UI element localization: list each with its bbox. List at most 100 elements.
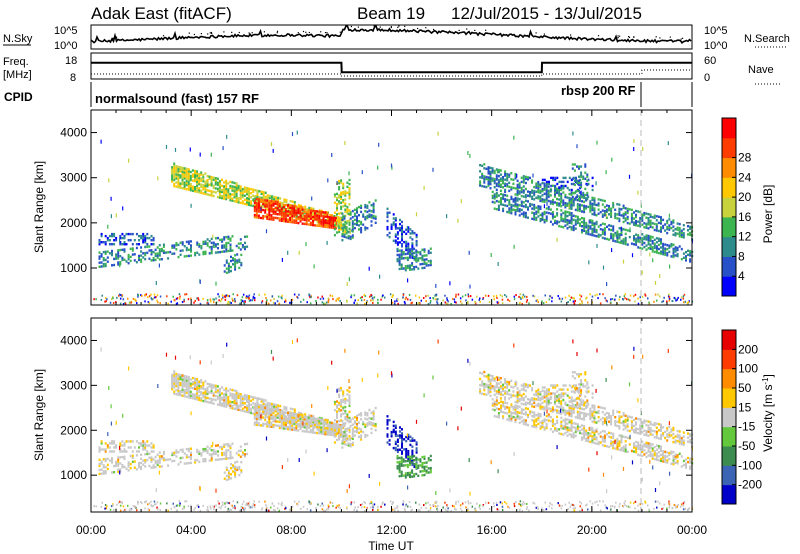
power-cell bbox=[601, 228, 604, 231]
power-cell bbox=[647, 247, 650, 250]
velocity-cell bbox=[237, 408, 240, 411]
power-cell bbox=[227, 194, 230, 197]
power-cell bbox=[593, 203, 596, 206]
beam-label: Beam 19 bbox=[357, 4, 425, 23]
power-cell bbox=[280, 219, 283, 222]
power-cell bbox=[337, 216, 340, 219]
power-cell bbox=[641, 239, 644, 242]
power-cell bbox=[218, 188, 221, 191]
power-cell bbox=[402, 251, 405, 254]
power-cell bbox=[514, 205, 517, 208]
velocity-cell bbox=[196, 450, 199, 454]
power-cell bbox=[620, 233, 623, 236]
power-cell bbox=[654, 280, 657, 285]
power-cell bbox=[239, 187, 242, 190]
power-cell bbox=[235, 182, 238, 185]
power-cell bbox=[241, 189, 244, 193]
velocity-cell bbox=[348, 390, 351, 393]
velocity-cell bbox=[336, 420, 338, 423]
power-cell bbox=[510, 212, 513, 215]
power-cell bbox=[338, 179, 341, 183]
power-cell bbox=[649, 223, 652, 226]
velocity-cell bbox=[208, 447, 211, 450]
power-cell bbox=[394, 300, 396, 303]
power-cell bbox=[177, 243, 180, 247]
velocity-cell bbox=[113, 446, 116, 449]
velocity-cell bbox=[202, 458, 205, 461]
power-cell bbox=[106, 250, 109, 253]
power-cell bbox=[233, 193, 236, 197]
power-cell bbox=[468, 250, 470, 255]
power-cell bbox=[601, 232, 604, 235]
power-cell bbox=[423, 260, 426, 263]
power-cell bbox=[642, 146, 644, 151]
velocity-cell bbox=[231, 456, 234, 459]
velocity-cell bbox=[204, 396, 207, 399]
velocity-cell bbox=[372, 410, 375, 413]
power-cell bbox=[115, 257, 118, 260]
power-cell bbox=[543, 186, 546, 189]
power-cell bbox=[340, 219, 343, 223]
power-cell bbox=[111, 243, 113, 246]
power-cell bbox=[411, 242, 414, 245]
velocity-cell bbox=[229, 404, 232, 407]
velocity-cell bbox=[187, 392, 190, 395]
power-cell bbox=[602, 293, 604, 296]
power-cell bbox=[140, 246, 143, 249]
velocity-cell bbox=[179, 460, 182, 464]
power-cell bbox=[672, 225, 675, 228]
power-cell bbox=[225, 193, 228, 197]
power-cell bbox=[348, 227, 351, 230]
power-cell bbox=[500, 201, 502, 204]
power-cell bbox=[102, 263, 105, 266]
power-cell bbox=[411, 238, 414, 241]
power-cell bbox=[489, 176, 492, 180]
velocity-cell bbox=[171, 385, 174, 389]
velocity-cell bbox=[246, 400, 248, 403]
power-cell bbox=[204, 190, 207, 194]
velocity-cell bbox=[183, 395, 186, 398]
velocity-cell bbox=[322, 418, 325, 421]
power-cell bbox=[649, 219, 652, 222]
power-cell bbox=[618, 211, 621, 214]
power-cell bbox=[330, 224, 333, 227]
power-cell bbox=[262, 200, 265, 204]
power-cell bbox=[344, 210, 347, 213]
noise-dot bbox=[251, 32, 253, 34]
power-cell bbox=[256, 189, 259, 192]
velocity-cell bbox=[212, 398, 215, 401]
velocity-cell bbox=[282, 427, 285, 430]
power-cell bbox=[401, 232, 403, 236]
power-cell bbox=[493, 197, 496, 200]
power-cell bbox=[280, 213, 283, 216]
power-cell bbox=[221, 246, 224, 249]
power-cell bbox=[518, 182, 521, 185]
velocity-cell bbox=[268, 419, 271, 422]
power-cell bbox=[520, 202, 523, 205]
power-cell bbox=[489, 178, 492, 182]
velocity-cell bbox=[152, 446, 155, 449]
power-cell bbox=[556, 203, 558, 207]
velocity-cell bbox=[266, 415, 269, 419]
power-cell bbox=[177, 179, 180, 183]
power-cell bbox=[368, 215, 371, 218]
power-cell bbox=[578, 205, 581, 209]
power-cell bbox=[545, 182, 548, 186]
velocity-cell bbox=[146, 440, 149, 443]
power-cell bbox=[481, 184, 484, 188]
power-cell bbox=[162, 245, 165, 248]
power-cell bbox=[657, 221, 660, 225]
velocity-cell bbox=[386, 427, 389, 430]
power-cell bbox=[284, 298, 287, 301]
power-cell bbox=[558, 186, 561, 190]
power-cell bbox=[545, 193, 548, 196]
power-cell bbox=[645, 212, 648, 215]
velocity-cell bbox=[368, 416, 371, 420]
power-cell bbox=[362, 213, 365, 216]
power-cell bbox=[633, 239, 635, 242]
power-cell bbox=[390, 225, 393, 228]
power-cell bbox=[208, 175, 211, 178]
power-cell bbox=[655, 251, 658, 254]
power-cell bbox=[301, 208, 304, 211]
velocity-cell bbox=[194, 381, 196, 384]
